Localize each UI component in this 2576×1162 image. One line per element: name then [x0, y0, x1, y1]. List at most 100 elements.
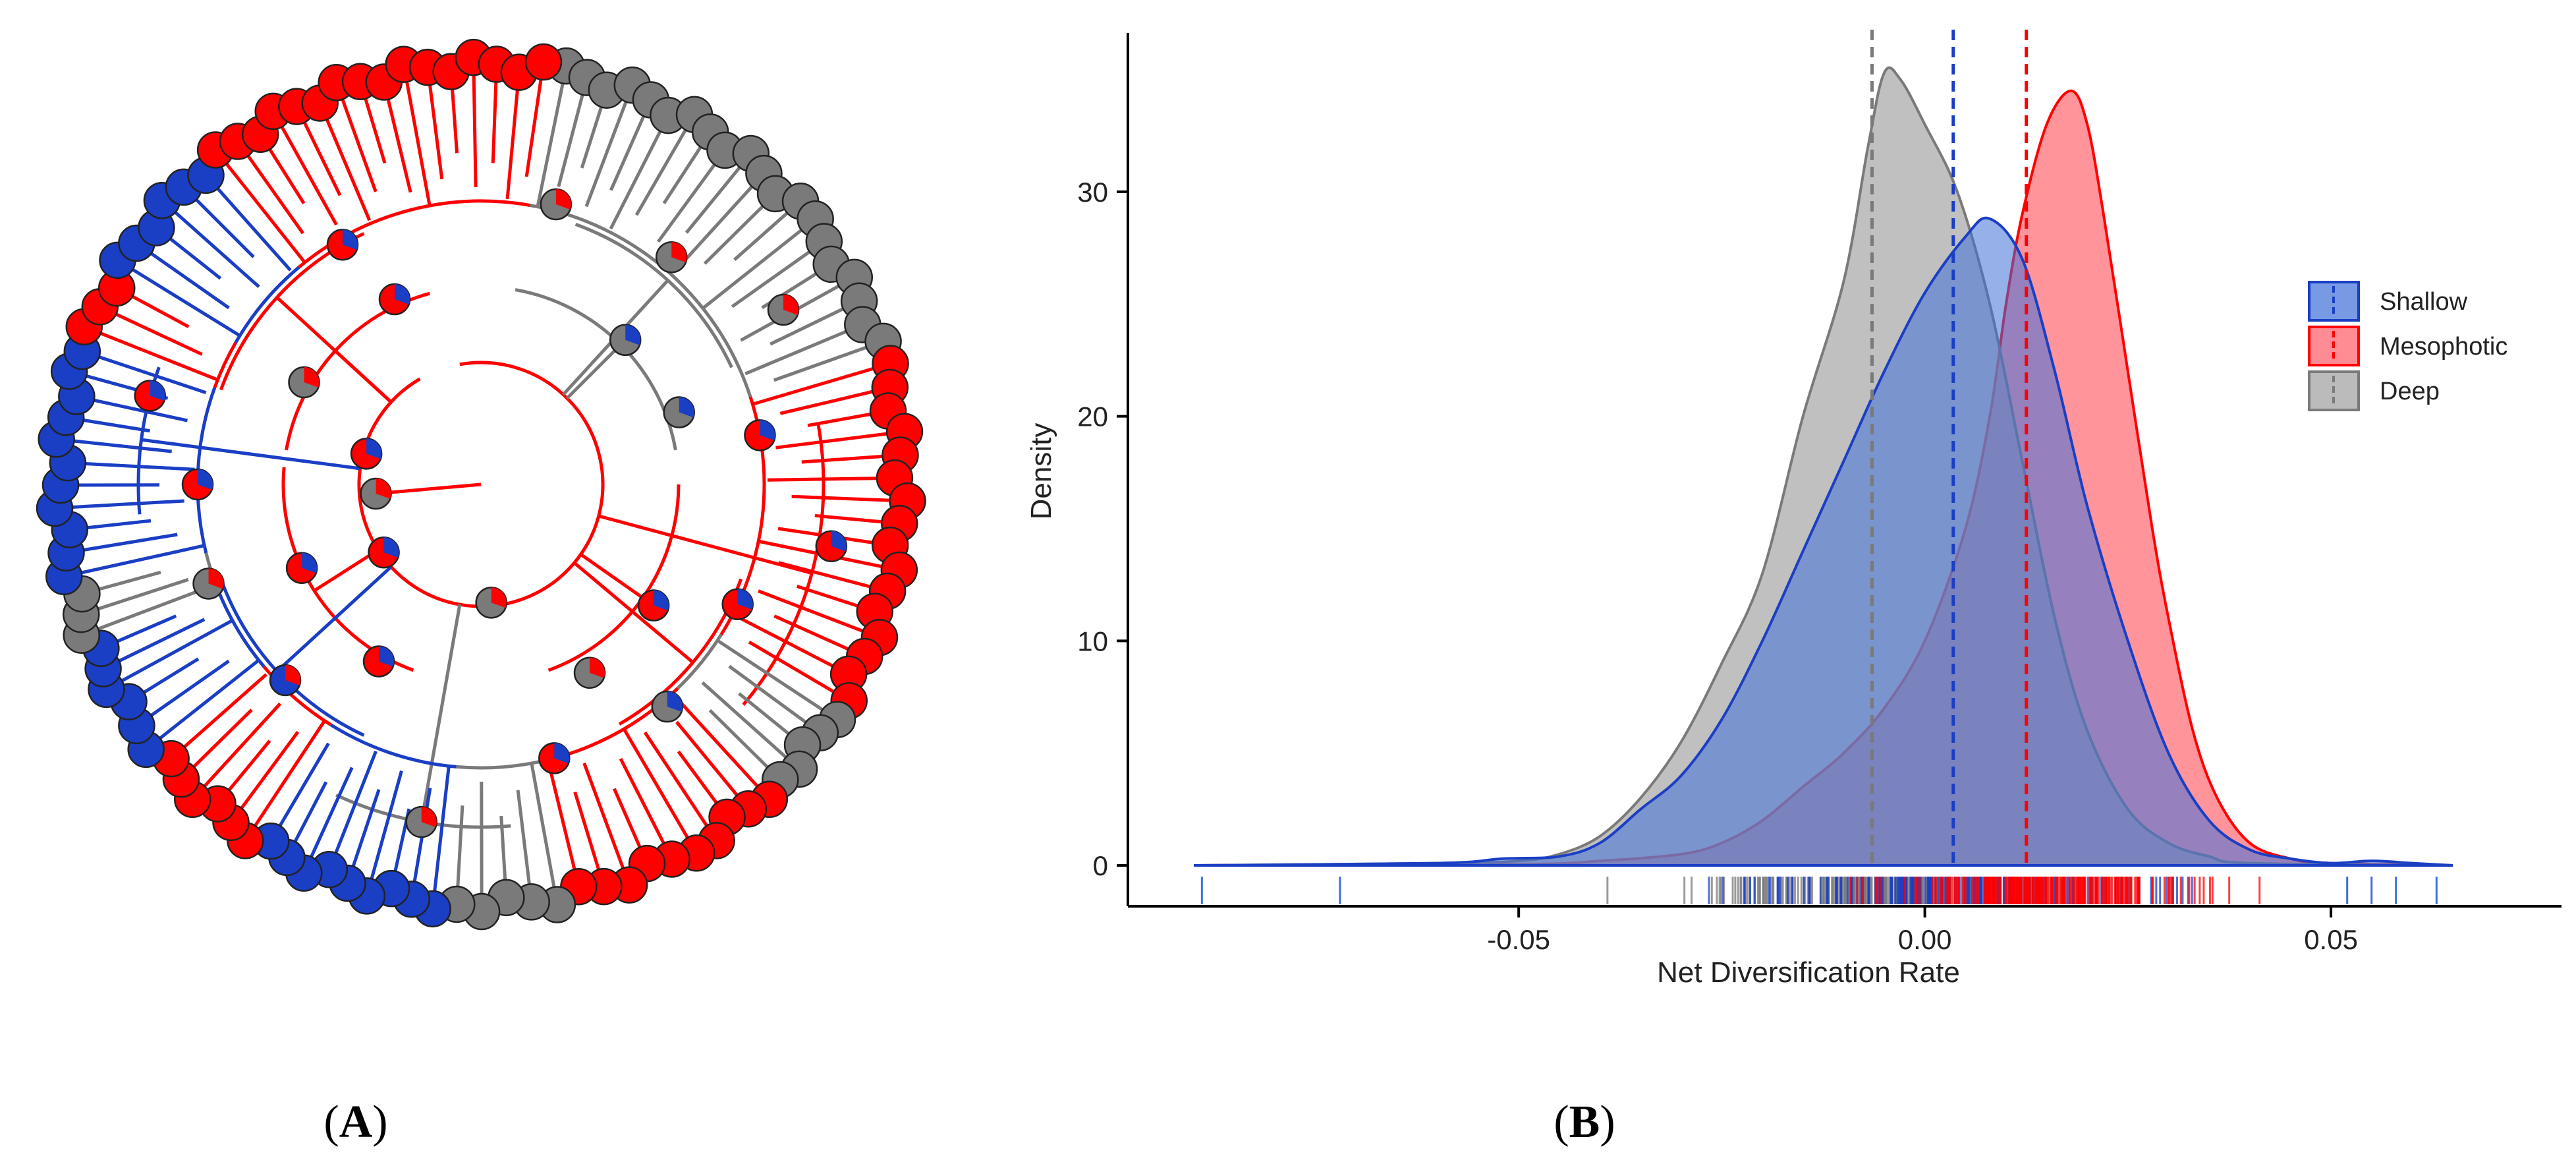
y-tick-label: 0 [1093, 850, 1108, 881]
y-tick-label: 10 [1077, 625, 1108, 656]
ancestral-state-slice [383, 537, 399, 558]
tree-branch [814, 513, 891, 525]
ancestral-state-slice [491, 587, 507, 608]
tree-branch [308, 767, 354, 859]
ancestral-state-slice [667, 691, 683, 712]
tree-branch [242, 148, 304, 235]
ancestral-state-slice [394, 284, 410, 305]
tree-branch [275, 566, 393, 673]
density-areas [1193, 66, 2453, 867]
tree-branch [524, 77, 543, 177]
tree-branch [107, 309, 203, 356]
phylogenetic-tree [36, 38, 926, 931]
tree-branch [143, 659, 230, 722]
tree-branch [708, 709, 775, 774]
ancestral-state-slice [679, 397, 694, 418]
rug-marks [1200, 877, 2438, 904]
tree-branch [456, 760, 540, 770]
tree-node [524, 43, 563, 81]
tree-branch [719, 533, 762, 636]
tree-branch [299, 114, 342, 196]
ancestral-state-slice [343, 229, 358, 250]
tree-branch [328, 750, 378, 868]
tree-branch [411, 788, 432, 890]
tree-branch [319, 105, 372, 221]
tree-branch [357, 361, 605, 608]
y-tick-label: 20 [1077, 401, 1108, 432]
tree-branch [676, 633, 723, 690]
ancestral-state-slice [208, 568, 224, 589]
tree-branch [70, 461, 195, 471]
tree-branch [733, 210, 790, 262]
y-tick-label: 30 [1077, 177, 1108, 208]
tree-branch [349, 788, 381, 875]
tree-branch [206, 176, 292, 272]
tree-branch [340, 96, 378, 192]
tree-branch [557, 86, 586, 187]
tree-branch [775, 432, 889, 450]
x-axis-title: Net Diversification Rate [1657, 956, 1960, 989]
ancestral-state-slice [302, 552, 318, 573]
legend-item-deep: Deep [2308, 370, 2440, 411]
tree-branch [530, 763, 557, 890]
tree-branch [420, 604, 462, 823]
legend-label: Deep [2380, 378, 2440, 405]
tree-branch [773, 345, 869, 382]
ancestral-state-slice [366, 438, 382, 459]
ancestral-state-slice [198, 469, 213, 490]
x-tick-label: 0.05 [2304, 924, 2358, 955]
tree-branch [369, 770, 403, 881]
tree-branch [111, 618, 206, 666]
tree-branch [748, 640, 837, 695]
y-ticks: 0 10 20 30 [1077, 177, 1128, 881]
tree-branch [598, 514, 812, 575]
tree-branch [72, 439, 172, 453]
tree-branch [472, 73, 478, 188]
tree-branch [234, 625, 266, 668]
tree-branch [74, 533, 178, 553]
tree-branch [186, 709, 253, 774]
tree-branch [361, 90, 387, 164]
ancestral-state-slice [625, 324, 641, 345]
tree-branch [90, 353, 207, 395]
tree-branch [758, 589, 866, 633]
ancestral-state-slice [379, 646, 394, 667]
x-ticks: -0.05 0.00 0.05 [1487, 906, 2358, 955]
panel-label-a: (A) [323, 1097, 387, 1147]
tree-branch [779, 388, 882, 415]
y-axis-title: Density [1025, 423, 1057, 520]
tree-branch [675, 720, 744, 803]
tree-branch [696, 301, 752, 397]
tree-branch [574, 222, 733, 368]
tree-branch [235, 730, 300, 817]
tree-branch [70, 499, 184, 509]
ancestral-state-slice [737, 589, 753, 610]
tree-branch [289, 781, 328, 850]
tree-branch [491, 73, 498, 163]
ancestral-state-slice [304, 367, 320, 388]
tree-branch [584, 99, 629, 208]
tree-branch [685, 165, 742, 234]
density-chart: -0.05 0.00 0.05 0 10 20 30 Net Diversificatio… [1025, 30, 2562, 989]
tree-branch [547, 763, 580, 885]
tree-branch [703, 194, 775, 265]
mean-lines [1870, 30, 2029, 865]
tree-branch [313, 548, 379, 593]
tree-branch [171, 673, 267, 759]
density-shallow [1193, 216, 2453, 867]
tree-branch [791, 494, 892, 502]
tree-branch [89, 577, 189, 614]
ancestral-state-slice [654, 590, 669, 611]
tree-branch [580, 553, 644, 600]
tree-branch [383, 84, 412, 193]
tree-branch [671, 692, 760, 789]
tree-branch [778, 561, 880, 591]
tree-branch [202, 702, 282, 789]
tree-branch [573, 562, 694, 664]
tree-branch [662, 138, 707, 204]
ancestral-state-slice [285, 664, 301, 685]
ancestral-state-slice [783, 295, 798, 315]
tree-branch [623, 728, 690, 840]
tree-branch [643, 731, 710, 828]
